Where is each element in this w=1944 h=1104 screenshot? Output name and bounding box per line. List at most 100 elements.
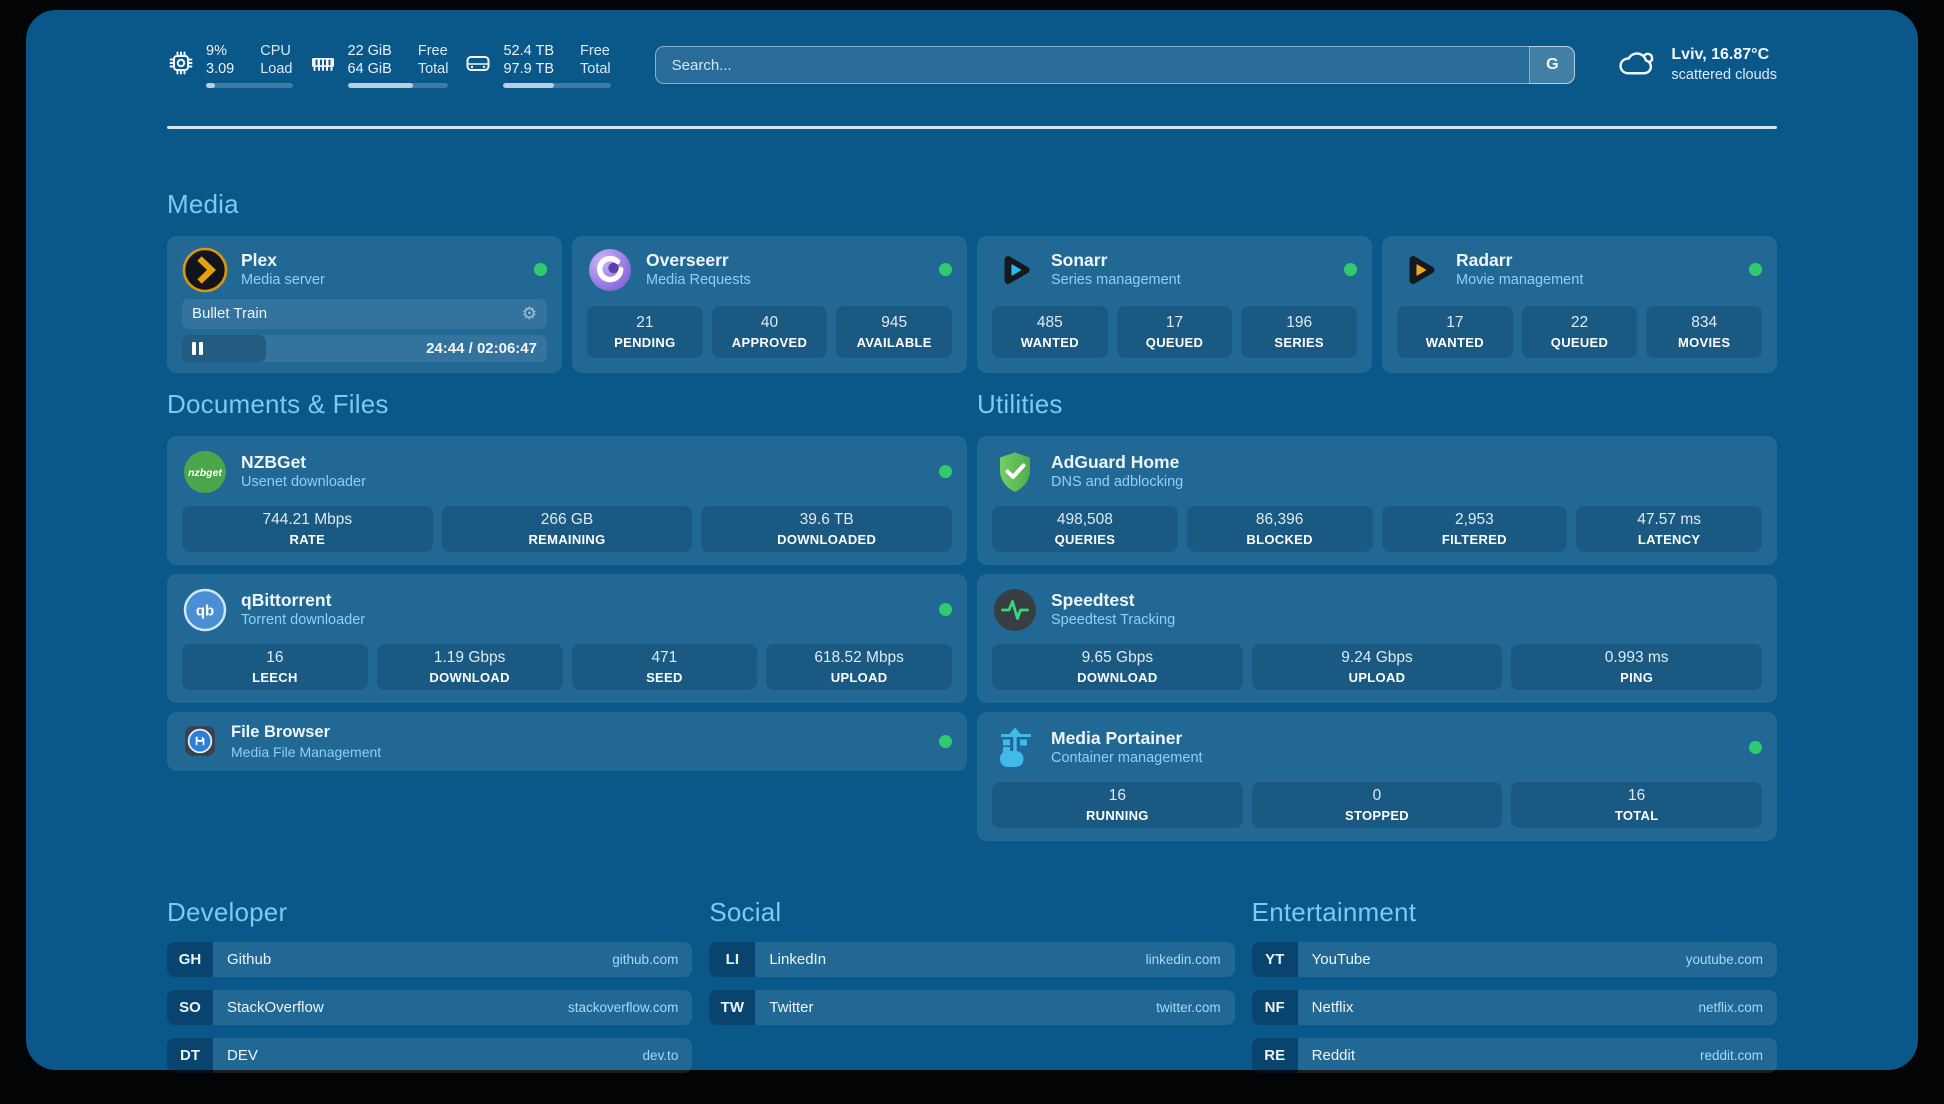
plex-desc: Media server [241, 272, 325, 289]
link-dev[interactable]: DT DEV dev.to [167, 1037, 693, 1073]
cpu-progress-fill [206, 83, 215, 89]
section-social: Social LI LinkedIn linkedin.com TW Twitt… [709, 896, 1235, 1073]
sonarr-card[interactable]: Sonarr Series management 485 WANTED 17 Q… [977, 235, 1372, 373]
radarr-name: Radarr [1456, 249, 1513, 270]
cpu-icon [167, 49, 195, 82]
section-entertainment: Entertainment YT YouTube youtube.com NF … [1251, 896, 1777, 1073]
sonarr-name: Sonarr [1051, 249, 1108, 270]
adguard-card[interactable]: AdGuard Home DNS and adblocking 498,508 … [977, 435, 1777, 565]
ram-progress-bar [347, 83, 449, 89]
link-linkedin[interactable]: LI LinkedIn linkedin.com [709, 941, 1235, 977]
portainer-name: Media Portainer [1051, 727, 1183, 748]
qbittorrent-icon: qb [182, 587, 228, 633]
filebrowser-status-dot [939, 734, 952, 748]
speedtest-card[interactable]: Speedtest Speedtest Tracking 9.65 Gbps D… [977, 573, 1777, 703]
github-badge: GH [167, 941, 213, 977]
sonarr-stat-series: 196 SERIES [1241, 305, 1357, 358]
qbittorrent-desc: Torrent downloader [241, 612, 366, 629]
nzbget-icon: nzbget [182, 449, 228, 495]
speedtest-stat-upload: 9.24 Gbps UPLOAD [1251, 643, 1503, 690]
radarr-icon [1397, 247, 1443, 293]
ram-icon [309, 49, 337, 82]
section-media: Media Plex Media server [167, 189, 1777, 373]
entertainment-section-title: Entertainment [1251, 896, 1417, 927]
radarr-stat-wanted: 17 WANTED [1397, 305, 1513, 358]
overseerr-card[interactable]: Overseerr Media Requests 21 PENDING 40 A… [572, 235, 967, 373]
topbar-divider [167, 126, 1777, 129]
portainer-stat-total: 16 TOTAL [1511, 781, 1762, 828]
cpu-progress-bar [206, 83, 293, 89]
documents-section-title: Documents & Files [167, 388, 389, 419]
link-reddit[interactable]: RE Reddit reddit.com [1251, 1037, 1777, 1073]
adguard-stat-blocked: 86,396 BLOCKED [1186, 505, 1373, 552]
speedtest-name: Speedtest [1051, 589, 1135, 610]
media-section-title: Media [167, 188, 239, 219]
overseerr-stat-approved: 40 APPROVED [711, 305, 828, 358]
radarr-status-dot [1749, 263, 1762, 276]
dev-badge: DT [167, 1037, 213, 1073]
stackoverflow-badge: SO [167, 989, 213, 1025]
top-bar: 9% 3.09 CPU Load [167, 40, 1777, 90]
netflix-badge: NF [1251, 989, 1298, 1025]
nzbget-name: NZBGet [241, 451, 307, 472]
plex-playback-progress [182, 334, 266, 362]
plex-card[interactable]: Plex Media server Bullet Train ⚙ 24:44 /… [167, 235, 562, 373]
filebrowser-card[interactable]: File Browser Media File Management [167, 711, 967, 772]
nzbget-card[interactable]: nzbget NZBGet Usenet downloader 74 [167, 435, 967, 565]
overseerr-desc: Media Requests [646, 272, 751, 289]
qbittorrent-card[interactable]: qb qBittorrent Torrent downloader [167, 573, 967, 703]
link-youtube[interactable]: YT YouTube youtube.com [1251, 941, 1777, 977]
portainer-desc: Container management [1051, 750, 1203, 767]
pause-icon[interactable] [192, 341, 203, 355]
radarr-desc: Movie management [1456, 272, 1584, 289]
disk-icon [464, 49, 492, 82]
radarr-card[interactable]: Radarr Movie management 17 WANTED 22 QUE… [1382, 235, 1777, 373]
linkedin-badge: LI [709, 941, 756, 977]
sonarr-icon [992, 247, 1038, 293]
adguard-stat-latency: 47.57 ms LATENCY [1576, 505, 1762, 552]
search-input[interactable] [654, 46, 1576, 84]
portainer-card[interactable]: Media Portainer Container management 16 … [977, 711, 1777, 841]
qbittorrent-name: qBittorrent [241, 589, 332, 610]
overseerr-stat-pending: 21 PENDING [587, 305, 703, 358]
search-engine-button[interactable]: G [1529, 46, 1576, 84]
settings-icon[interactable]: ⚙ [521, 304, 537, 323]
adguard-desc: DNS and adblocking [1051, 474, 1184, 491]
section-documents: Documents & Files nzbget [167, 389, 967, 841]
social-section-title: Social [709, 896, 782, 927]
link-github[interactable]: GH Github github.com [167, 941, 693, 977]
link-netflix[interactable]: NF Netflix netflix.com [1251, 989, 1777, 1025]
developer-section-title: Developer [167, 896, 288, 927]
disk-total-label: Total [580, 61, 611, 77]
cpu-usage-label: CPU [260, 42, 291, 59]
ram-free-value: 22 GiB [347, 42, 392, 59]
portainer-stat-running: 16 RUNNING [992, 781, 1243, 828]
section-developer: Developer GH Github github.com SO StackO… [167, 896, 693, 1073]
disk-progress-bar [503, 83, 611, 89]
overseerr-name: Overseerr [646, 249, 729, 270]
reddit-badge: RE [1251, 1037, 1298, 1073]
sonarr-status-dot [1344, 263, 1357, 276]
qbittorrent-stat-leech: 16 LEECH [182, 643, 368, 690]
speedtest-stat-download: 9.65 Gbps DOWNLOAD [992, 643, 1243, 690]
overseerr-icon [587, 247, 633, 293]
svg-text:nzbget: nzbget [188, 467, 222, 479]
cpu-usage-value: 9% [206, 42, 227, 59]
plex-name: Plex [241, 249, 277, 270]
link-twitter[interactable]: TW Twitter twitter.com [709, 989, 1235, 1025]
adguard-icon [992, 449, 1038, 495]
cloud-icon [1617, 46, 1658, 85]
speedtest-icon [992, 587, 1038, 633]
plex-now-playing-row: Bullet Train ⚙ [182, 298, 547, 329]
weather-condition: scattered clouds [1671, 67, 1777, 84]
search-bar: G [654, 46, 1576, 84]
link-stackoverflow[interactable]: SO StackOverflow stackoverflow.com [167, 989, 693, 1025]
ram-total-value: 64 GiB [347, 61, 392, 77]
disk-free-label: Free [580, 42, 610, 59]
radarr-stat-queued: 22 QUEUED [1521, 305, 1638, 358]
qbittorrent-stat-seed: 471 SEED [571, 643, 758, 690]
plex-playback-bar: 24:44 / 02:06:47 [182, 334, 547, 362]
speedtest-stat-ping: 0.993 ms PING [1511, 643, 1762, 690]
adguard-stat-queries: 498,508 QUERIES [992, 505, 1178, 552]
nzbget-desc: Usenet downloader [241, 474, 366, 491]
